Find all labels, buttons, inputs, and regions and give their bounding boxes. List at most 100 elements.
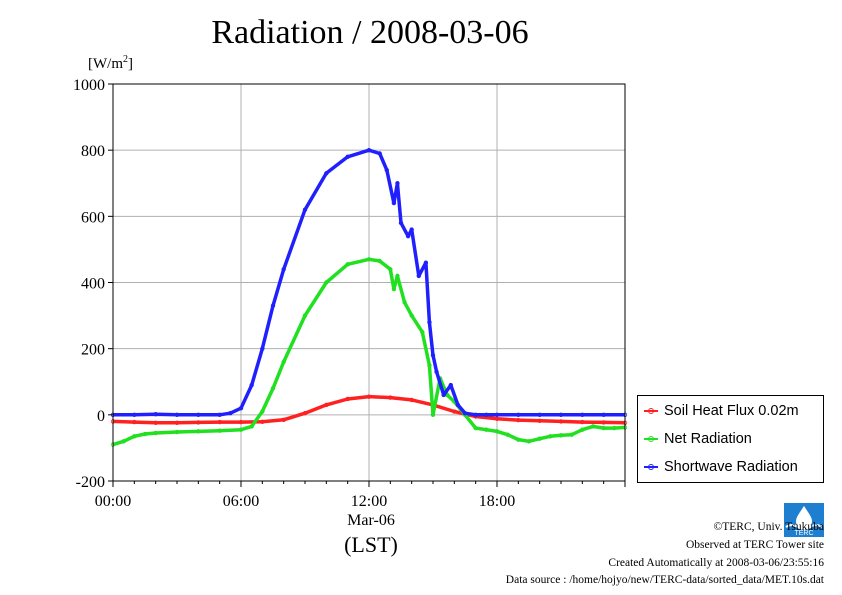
data-point bbox=[132, 434, 137, 439]
legend-item-net-radiation: Net Radiation bbox=[644, 429, 752, 449]
data-point bbox=[526, 439, 532, 444]
x-tick-label: 12:00 bbox=[351, 493, 387, 510]
footer-copyright: ©TERC, Univ. Tsukuba bbox=[713, 521, 824, 533]
data-point bbox=[324, 402, 329, 408]
legend-label: Soil Heat Flux 0.02m bbox=[664, 403, 799, 419]
x-date-label: Mar-06 bbox=[347, 512, 395, 529]
data-point bbox=[601, 420, 606, 425]
data-point bbox=[388, 395, 393, 400]
data-point bbox=[217, 412, 222, 418]
x-tick-label: 18:00 bbox=[479, 493, 515, 510]
data-point bbox=[238, 419, 244, 425]
logo-text: TERC bbox=[794, 530, 813, 537]
data-point bbox=[174, 412, 180, 418]
data-point bbox=[516, 412, 521, 418]
data-point bbox=[462, 410, 468, 416]
data-point bbox=[324, 171, 329, 176]
data-point bbox=[377, 258, 382, 264]
data-point bbox=[473, 412, 478, 418]
data-point bbox=[548, 434, 553, 439]
x-tick-label: 06:00 bbox=[223, 493, 259, 510]
data-point bbox=[260, 346, 265, 351]
legend-marker-icon bbox=[644, 464, 658, 470]
footer-created: Created Automatically at 2008-03-06/23:5… bbox=[608, 557, 824, 569]
data-point bbox=[384, 167, 389, 173]
data-point bbox=[441, 392, 446, 398]
data-point bbox=[153, 430, 158, 436]
y-tick-label: 400 bbox=[81, 276, 105, 293]
data-point bbox=[420, 329, 425, 335]
terc-logo-icon: TERC bbox=[784, 503, 824, 537]
data-point bbox=[345, 396, 350, 402]
data-point bbox=[558, 412, 564, 418]
data-point bbox=[395, 181, 400, 186]
data-point bbox=[260, 409, 265, 414]
data-point bbox=[377, 151, 382, 156]
data-point bbox=[427, 363, 432, 368]
data-point bbox=[590, 424, 596, 429]
data-point bbox=[324, 280, 329, 285]
data-point bbox=[494, 429, 500, 434]
y-tick-label: 1000 bbox=[73, 77, 105, 94]
data-point bbox=[430, 353, 436, 358]
data-point bbox=[366, 257, 372, 262]
data-point bbox=[405, 233, 411, 239]
data-point bbox=[580, 427, 585, 432]
data-point bbox=[174, 420, 180, 425]
data-point bbox=[345, 262, 350, 267]
data-point bbox=[174, 429, 180, 435]
data-point bbox=[448, 382, 453, 388]
y-tick-label: -200 bbox=[76, 474, 105, 491]
data-point bbox=[423, 260, 429, 265]
legend-marker-icon bbox=[644, 436, 658, 442]
data-point bbox=[196, 420, 201, 425]
data-point bbox=[537, 412, 542, 418]
data-point bbox=[505, 432, 510, 437]
data-point bbox=[452, 409, 457, 414]
data-point bbox=[409, 397, 414, 403]
data-point bbox=[217, 419, 222, 425]
chart-title: Radiation / 2008-03-06 bbox=[211, 14, 529, 51]
legend-item-shortwave-radiation: Shortwave Radiation bbox=[644, 457, 798, 477]
data-point bbox=[249, 382, 254, 388]
data-point bbox=[132, 419, 137, 425]
y-unit-label: [W/m2] bbox=[88, 54, 133, 72]
legend-marker-icon bbox=[644, 408, 658, 414]
x-tick-label: 00:00 bbox=[95, 493, 131, 510]
data-point bbox=[302, 207, 308, 212]
data-point bbox=[416, 273, 421, 279]
data-point bbox=[281, 267, 286, 272]
data-point bbox=[430, 412, 436, 418]
data-point bbox=[398, 220, 404, 226]
data-point bbox=[217, 428, 222, 433]
data-point bbox=[153, 411, 158, 417]
data-point bbox=[473, 425, 478, 431]
data-point bbox=[345, 154, 350, 159]
data-point bbox=[238, 427, 244, 432]
data-point bbox=[281, 417, 286, 422]
legend-item-soil-heat-flux: Soil Heat Flux 0.02m bbox=[644, 401, 799, 421]
data-point bbox=[484, 427, 489, 432]
data-point bbox=[121, 439, 126, 444]
data-point bbox=[366, 147, 372, 153]
data-point bbox=[409, 227, 414, 232]
data-point bbox=[601, 412, 606, 418]
legend: Soil Heat Flux 0.02m Net Radiation Short… bbox=[637, 395, 824, 483]
series-line-2 bbox=[113, 148, 625, 417]
series-line-1 bbox=[112, 257, 626, 447]
data-point bbox=[580, 419, 585, 425]
data-point bbox=[132, 412, 137, 418]
data-point bbox=[366, 394, 372, 399]
series-line-0 bbox=[112, 394, 626, 425]
data-point bbox=[391, 200, 397, 206]
legend-label: Net Radiation bbox=[664, 431, 752, 447]
footer-observed: Observed at TERC Tower site bbox=[685, 539, 824, 551]
data-point bbox=[494, 412, 500, 418]
y-tick-label: 200 bbox=[81, 342, 105, 359]
data-point bbox=[402, 300, 407, 305]
y-axis-ticks: 1000 800 600 400 200 0 -200 bbox=[73, 77, 113, 491]
data-point bbox=[238, 406, 244, 411]
data-point bbox=[537, 436, 542, 441]
data-point bbox=[395, 273, 400, 279]
